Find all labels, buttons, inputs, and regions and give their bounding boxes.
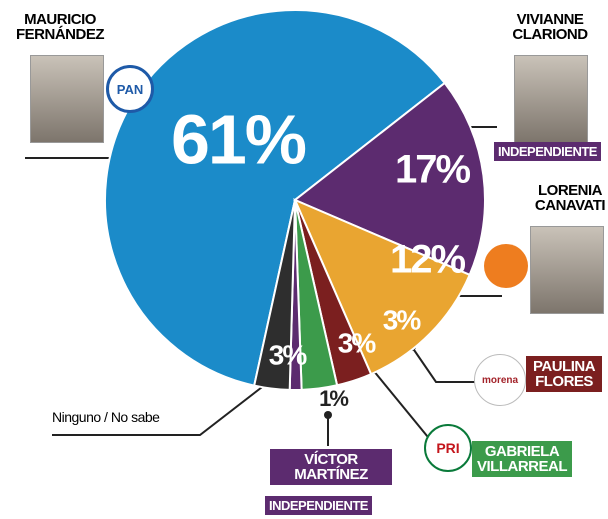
photo	[30, 55, 104, 143]
party-logo: morena	[474, 354, 526, 406]
candidate-name: MAURICIO FERNÁNDEZ	[16, 11, 105, 43]
candidate-name: Ninguno / No sabe	[52, 409, 160, 425]
slice	[293, 198, 471, 376]
party-logo: PAN	[106, 65, 154, 113]
candidate-name: VÍCTOR MARTÍNEZ	[270, 449, 392, 485]
photo	[514, 55, 588, 143]
candidate-name: GABRIELA VILLARREAL	[472, 441, 572, 477]
value-label: 1%	[319, 386, 348, 411]
candidate-name: LORENIA CANAVATI	[534, 182, 606, 214]
leader-line	[372, 369, 433, 443]
party-icon	[484, 244, 528, 288]
value-label: 3%	[338, 327, 377, 358]
value-label: 17%	[395, 148, 470, 192]
value-label: 61%	[171, 100, 306, 178]
slice	[253, 199, 296, 391]
leader-dot	[324, 411, 332, 419]
leader-line	[52, 383, 267, 436]
slices	[104, 9, 486, 391]
party-tag: INDEPENDIENTE	[265, 496, 372, 515]
leader-line	[411, 346, 478, 383]
party-logo: PRI	[424, 424, 472, 472]
slice	[293, 81, 486, 277]
value-label: 12%	[390, 238, 465, 282]
candidate-name: VIVIANNE CLARIOND	[512, 11, 588, 43]
photo	[530, 226, 604, 314]
value-label: 3%	[383, 304, 422, 335]
candidate-name: PAULINA FLORES	[526, 356, 602, 392]
party-tag: INDEPENDIENTE	[494, 142, 601, 161]
value-label: 3%	[269, 339, 308, 370]
